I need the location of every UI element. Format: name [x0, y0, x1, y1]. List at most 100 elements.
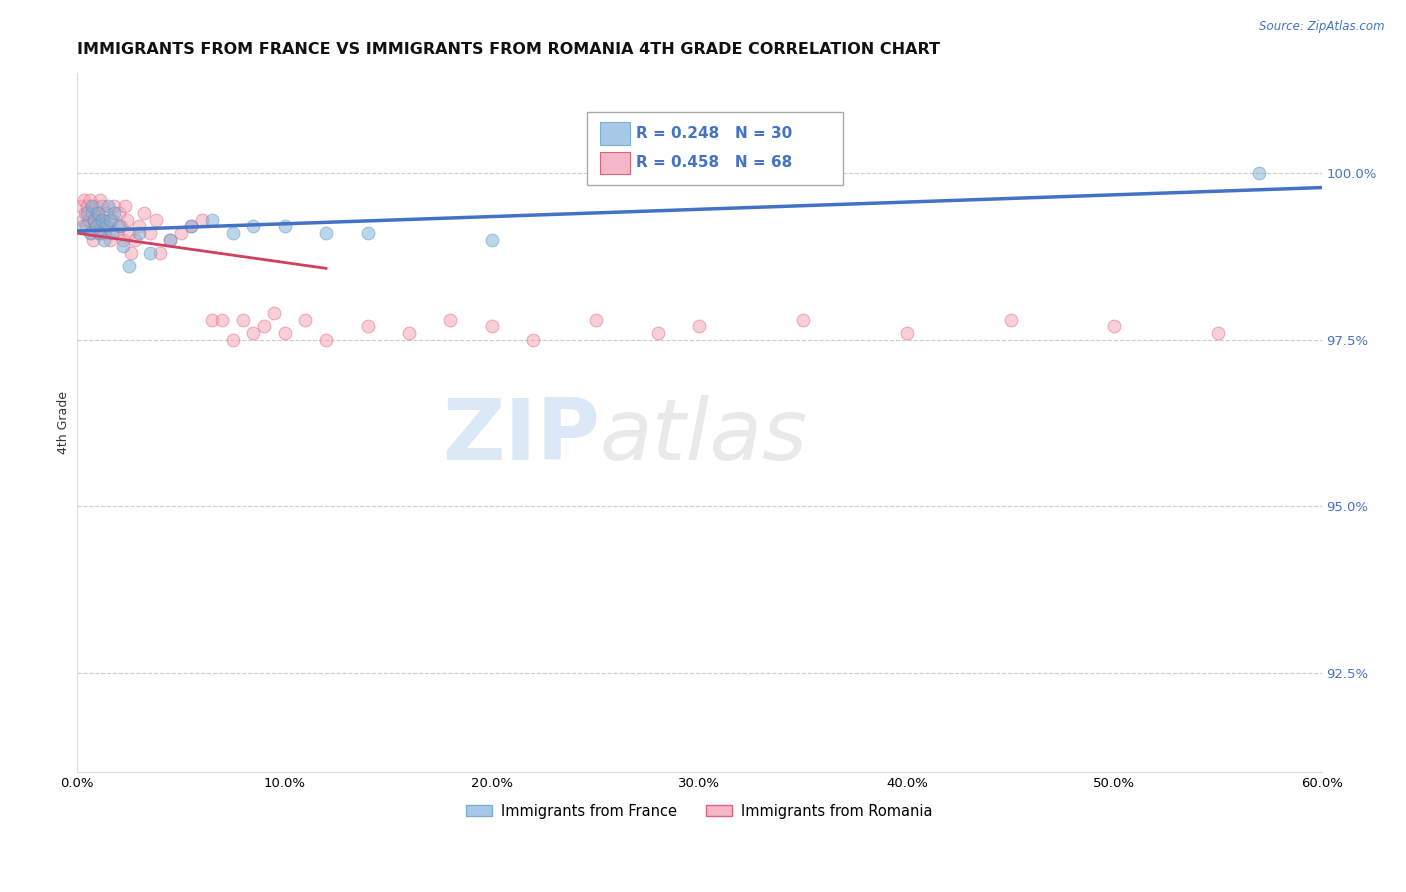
Point [114, 199, 136, 213]
Text: IMMIGRANTS FROM FRANCE VS IMMIGRANTS FROM ROMANIA 4TH GRADE CORRELATION CHART: IMMIGRANTS FROM FRANCE VS IMMIGRANTS FRO… [77, 42, 941, 57]
Point [96, 206, 118, 220]
Point [128, 226, 150, 240]
Point [75, 219, 97, 234]
Point [80, 206, 103, 220]
Point [83, 212, 105, 227]
Legend: Immigrants from France, Immigrants from Romania: Immigrants from France, Immigrants from … [460, 797, 939, 824]
Point [792, 312, 814, 326]
Point [93, 233, 115, 247]
Point [97, 199, 120, 213]
Point [90, 219, 112, 234]
Point [91, 212, 114, 227]
Point [481, 319, 503, 334]
FancyBboxPatch shape [588, 112, 842, 185]
Point [253, 319, 276, 334]
Point [647, 326, 669, 340]
Point [103, 199, 125, 213]
Point [896, 326, 918, 340]
Point [1206, 326, 1229, 340]
Point [107, 206, 129, 220]
Point [87, 226, 110, 240]
Point [77, 212, 100, 227]
Point [128, 219, 150, 234]
Point [84, 219, 107, 234]
Point [190, 212, 212, 227]
Point [98, 233, 121, 247]
Point [82, 233, 104, 247]
Point [242, 326, 264, 340]
Point [79, 193, 101, 207]
Point [101, 212, 124, 227]
Point [72, 219, 94, 234]
Point [688, 319, 710, 334]
Point [118, 226, 141, 240]
Point [132, 206, 155, 220]
Point [105, 226, 128, 240]
Point [84, 219, 107, 234]
Text: atlas: atlas [600, 395, 808, 478]
Point [222, 226, 245, 240]
Point [180, 219, 202, 234]
Point [294, 312, 316, 326]
Point [159, 233, 181, 247]
Point [481, 233, 503, 247]
Point [118, 260, 141, 274]
Point [93, 226, 115, 240]
Point [101, 226, 124, 240]
Point [522, 333, 544, 347]
Point [80, 199, 103, 213]
Point [110, 219, 132, 234]
Point [138, 226, 160, 240]
Point [103, 206, 125, 220]
Point [76, 199, 98, 213]
Point [263, 306, 285, 320]
Text: R = 0.458   N = 68: R = 0.458 N = 68 [636, 155, 792, 170]
Point [111, 239, 134, 253]
Point [439, 312, 461, 326]
Point [398, 326, 420, 340]
Point [72, 212, 94, 227]
Point [145, 212, 167, 227]
Point [273, 219, 295, 234]
Point [273, 326, 295, 340]
Point [89, 226, 111, 240]
Point [83, 199, 105, 213]
Point [201, 312, 224, 326]
Point [356, 319, 378, 334]
FancyBboxPatch shape [600, 122, 630, 145]
Point [98, 212, 121, 227]
Point [79, 226, 101, 240]
Point [1104, 319, 1126, 334]
Point [97, 219, 120, 234]
Point [124, 233, 146, 247]
Point [111, 233, 134, 247]
Text: ZIP: ZIP [441, 395, 600, 478]
Point [115, 212, 138, 227]
Point [79, 226, 101, 240]
Point [83, 212, 105, 227]
Point [73, 193, 96, 207]
Point [242, 219, 264, 234]
Text: R = 0.248   N = 30: R = 0.248 N = 30 [636, 126, 792, 141]
Point [1249, 166, 1271, 180]
Point [107, 219, 129, 234]
Point [180, 219, 202, 234]
Point [91, 212, 114, 227]
Point [87, 212, 110, 227]
Point [222, 333, 245, 347]
Text: Source: ZipAtlas.com: Source: ZipAtlas.com [1260, 20, 1385, 33]
Point [1000, 312, 1022, 326]
FancyBboxPatch shape [600, 152, 630, 174]
Y-axis label: 4th Grade: 4th Grade [58, 392, 70, 454]
Point [315, 226, 337, 240]
Point [87, 206, 110, 220]
Point [159, 233, 181, 247]
Point [89, 193, 111, 207]
Point [91, 199, 114, 213]
Point [232, 312, 254, 326]
Point [356, 226, 378, 240]
Point [315, 333, 337, 347]
Point [201, 212, 224, 227]
Point [96, 219, 118, 234]
Point [138, 246, 160, 260]
